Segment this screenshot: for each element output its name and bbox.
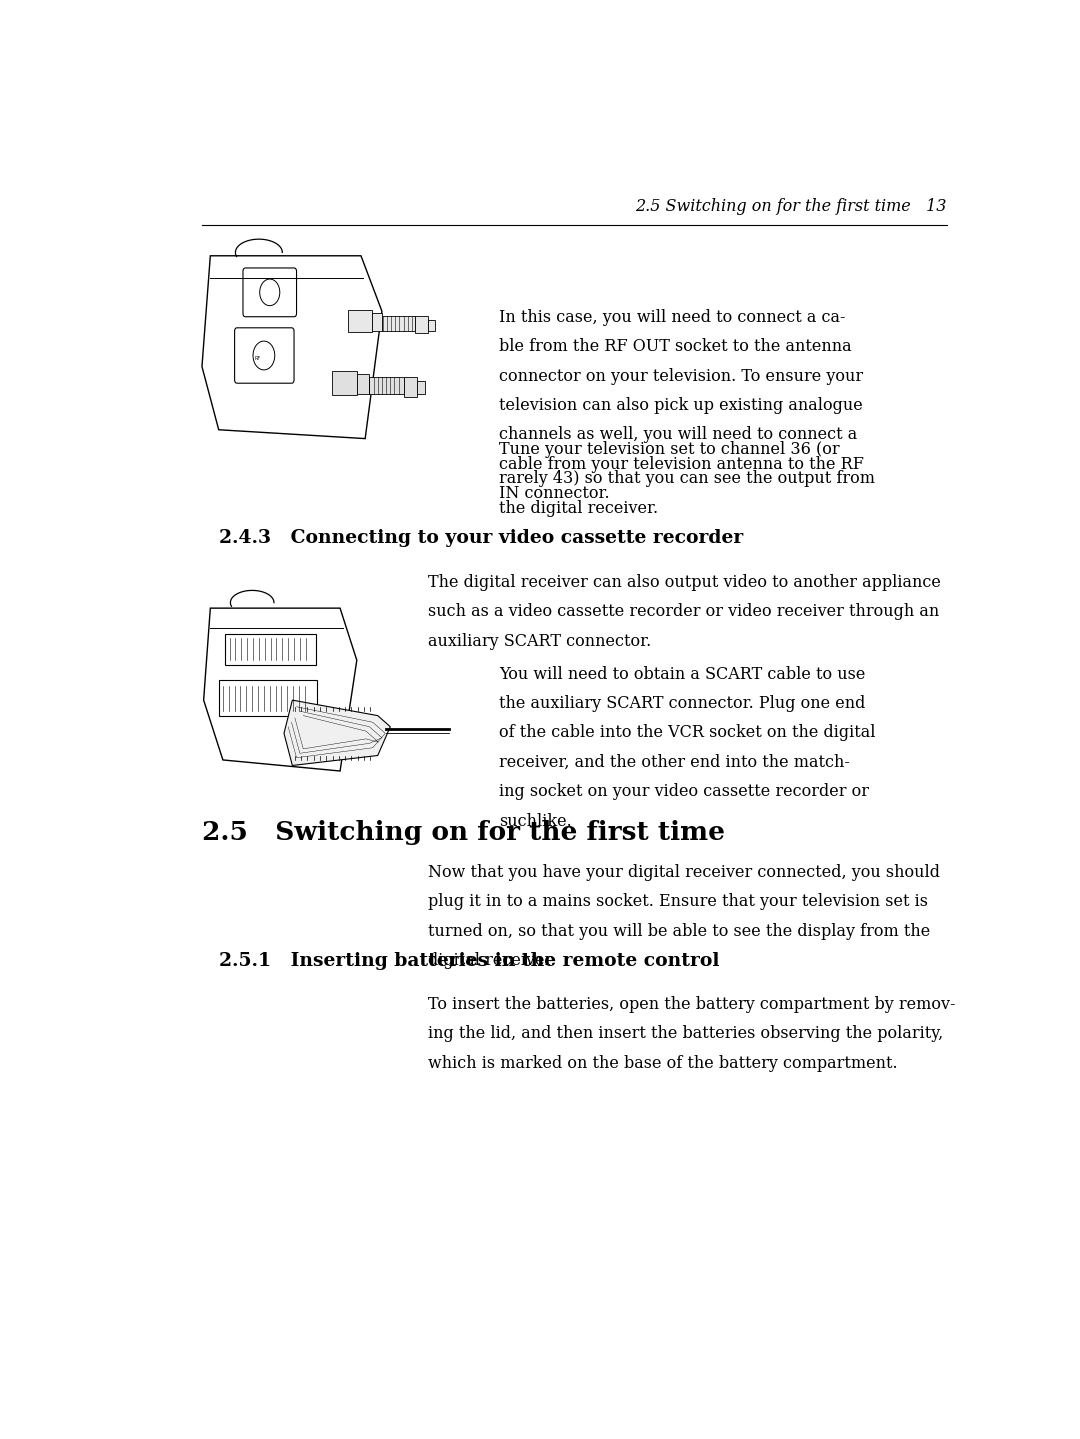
Text: digital receiver.: digital receiver. xyxy=(428,953,555,970)
Text: Now that you have your digital receiver connected, you should: Now that you have your digital receiver … xyxy=(428,863,940,881)
Text: turned on, so that you will be able to see the display from the: turned on, so that you will be able to s… xyxy=(428,922,930,940)
Text: 2.5.1   Inserting batteries in the remote control: 2.5.1 Inserting batteries in the remote … xyxy=(218,951,719,970)
Text: 2.5   Switching on for the first time: 2.5 Switching on for the first time xyxy=(202,820,725,845)
Text: suchlike.: suchlike. xyxy=(499,813,571,829)
Text: ing socket on your video cassette recorder or: ing socket on your video cassette record… xyxy=(499,783,869,800)
Bar xyxy=(349,309,372,332)
Text: the digital receiver.: the digital receiver. xyxy=(499,499,658,517)
Polygon shape xyxy=(284,701,390,766)
Text: 2.5 Switching on for the first time   13: 2.5 Switching on for the first time 13 xyxy=(635,197,947,214)
Text: which is marked on the base of the battery compartment.: which is marked on the base of the batte… xyxy=(428,1055,897,1072)
Bar xyxy=(356,374,368,394)
Text: connector on your television. To ensure your: connector on your television. To ensure … xyxy=(499,368,863,384)
Bar xyxy=(417,381,424,394)
Text: such as a video cassette recorder or video receiver through an: such as a video cassette recorder or vid… xyxy=(428,603,940,620)
Text: plug it in to a mains socket. Ensure that your television set is: plug it in to a mains socket. Ensure tha… xyxy=(428,894,928,911)
Text: To insert the batteries, open the battery compartment by remov-: To insert the batteries, open the batter… xyxy=(428,996,956,1013)
Text: ble from the RF OUT socket to the antenna: ble from the RF OUT socket to the antenn… xyxy=(499,338,852,355)
Bar xyxy=(428,319,434,331)
Text: receiver, and the other end into the match-: receiver, and the other end into the mat… xyxy=(499,754,850,771)
Text: auxiliary SCART connector.: auxiliary SCART connector. xyxy=(428,633,651,649)
Text: Tune your television set to channel 36 (or: Tune your television set to channel 36 (… xyxy=(499,440,840,458)
Text: In this case, you will need to connect a ca-: In this case, you will need to connect a… xyxy=(499,309,846,327)
Text: You will need to obtain a SCART cable to use: You will need to obtain a SCART cable to… xyxy=(499,666,865,682)
Bar xyxy=(404,377,417,397)
Bar xyxy=(218,681,318,715)
Text: of the cable into the VCR socket on the digital: of the cable into the VCR socket on the … xyxy=(499,724,876,741)
Text: television can also pick up existing analogue: television can also pick up existing ana… xyxy=(499,397,863,414)
Text: IN connector.: IN connector. xyxy=(499,485,610,502)
Bar xyxy=(368,377,404,394)
Text: the auxiliary SCART connector. Plug one end: the auxiliary SCART connector. Plug one … xyxy=(499,695,865,712)
Text: rarely 43) so that you can see the output from: rarely 43) so that you can see the outpu… xyxy=(499,471,875,488)
Bar xyxy=(226,633,315,665)
Text: RF: RF xyxy=(254,357,260,361)
Bar xyxy=(382,315,416,331)
Bar xyxy=(416,315,428,334)
Bar xyxy=(372,314,382,331)
Text: cable from your television antenna to the RF: cable from your television antenna to th… xyxy=(499,456,864,473)
Text: channels as well, you will need to connect a: channels as well, you will need to conne… xyxy=(499,426,858,443)
Text: 2.4.3   Connecting to your video cassette recorder: 2.4.3 Connecting to your video cassette … xyxy=(218,530,743,547)
Text: ing the lid, and then insert the batteries observing the polarity,: ing the lid, and then insert the batteri… xyxy=(428,1026,943,1042)
Text: The digital receiver can also output video to another appliance: The digital receiver can also output vid… xyxy=(428,574,941,591)
Bar xyxy=(332,371,356,396)
